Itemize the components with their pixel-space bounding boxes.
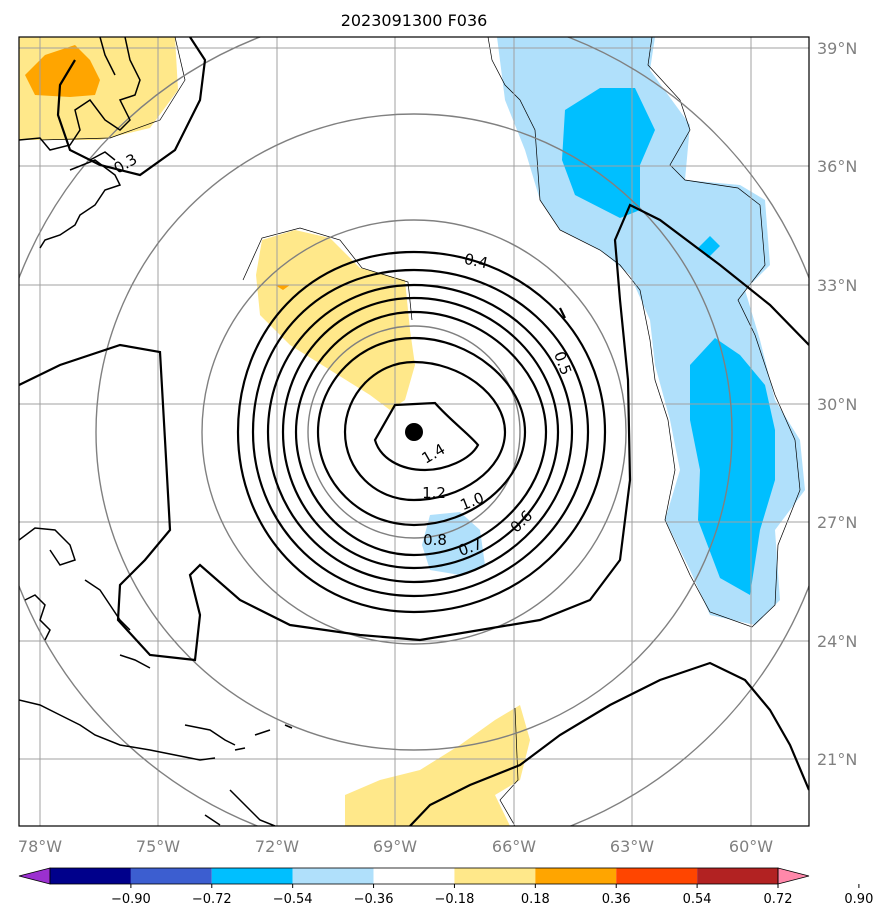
lat-label: 30°N <box>817 395 857 414</box>
map-border <box>18 36 810 827</box>
colorbar-segment <box>616 868 698 884</box>
colorbar-tick-label: −0.18 <box>435 892 475 907</box>
colorbar-extension-high <box>777 867 810 885</box>
lon-label: 75°W <box>136 837 180 856</box>
colorbar-tick-label: −0.72 <box>192 892 232 907</box>
coastlines <box>19 37 293 826</box>
contour-label-0.8: 0.8 <box>423 531 447 549</box>
colorbar-segment <box>50 868 131 884</box>
range-rings <box>19 37 809 826</box>
shading-outlines <box>39 37 801 826</box>
lat-label: 27°N <box>817 513 857 532</box>
longitude-labels: 78°W 75°W 72°W 69°W 66°W 63°W 60°W <box>18 837 773 856</box>
colorbar-tick-label: −0.54 <box>273 892 313 907</box>
colorbar-tick-label: 0.36 <box>602 892 631 907</box>
colorbar-segment <box>211 868 293 884</box>
colorbar-tick-label: 0.72 <box>764 892 793 907</box>
colorbar: −0.90 −0.72 −0.54 −0.36 −0.18 0.18 0.36 0.54 0.7… <box>18 867 873 907</box>
colorbar-extension-low <box>18 867 51 885</box>
lat-label: 21°N <box>817 750 857 769</box>
colorbar-outline <box>49 867 779 885</box>
lon-label: 72°W <box>255 837 299 856</box>
map-area: 0.3 0.4 0.5 0.6 0.7 0.8 1.0 1.2 1.4 <box>19 37 809 826</box>
contour-label-1.2: 1.2 <box>422 484 446 502</box>
colorbar-segment <box>697 868 778 884</box>
colorbar-segment <box>535 868 617 884</box>
colorbar-segment <box>130 868 212 884</box>
colorbar-segment <box>454 868 536 884</box>
colorbar-tick-label: −0.36 <box>354 892 394 907</box>
lat-label: 39°N <box>817 39 857 58</box>
lon-label: 69°W <box>373 837 417 856</box>
storm-center-marker <box>405 423 423 441</box>
contour-label-0.4: 0.4 <box>462 250 489 273</box>
strong-positive-shading <box>25 45 290 290</box>
pressure-contours <box>19 37 809 826</box>
lat-label: 33°N <box>817 276 857 295</box>
map-title: 2023091300 F036 <box>341 11 488 30</box>
lon-label: 66°W <box>492 837 536 856</box>
colorbar-segment <box>373 868 455 884</box>
colorbar-tick-label: 0.18 <box>521 892 550 907</box>
colorbar-segment <box>292 868 374 884</box>
colorbar-tick-label: 0.90 <box>844 892 873 907</box>
latitude-labels: 39°N 36°N 33°N 30°N 27°N 24°N 21°N <box>817 39 857 769</box>
lon-label: 60°W <box>729 837 773 856</box>
colorbar-tick-label: 0.54 <box>683 892 712 907</box>
colorbar-tick-label: −0.90 <box>111 892 151 907</box>
lat-label: 36°N <box>817 157 857 176</box>
lon-label: 78°W <box>18 837 62 856</box>
lat-label: 24°N <box>817 632 857 651</box>
lon-label: 63°W <box>610 837 654 856</box>
